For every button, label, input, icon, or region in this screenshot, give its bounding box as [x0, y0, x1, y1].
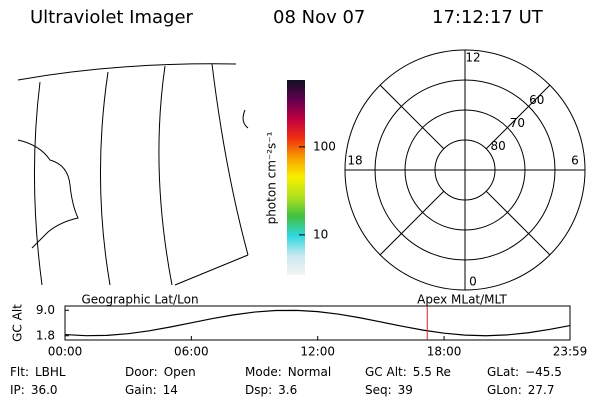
status-label: Gain:: [125, 383, 157, 397]
status-item: GLat: −45.5: [487, 365, 562, 379]
status-value: 39: [398, 383, 413, 397]
panel-label: Apex MLat/MLT: [417, 293, 507, 307]
panel-label: Geographic Lat/Lon: [81, 293, 198, 307]
coastline: [242, 109, 249, 129]
status-item: IP: 36.0: [10, 383, 58, 397]
spoke: [485, 190, 551, 256]
x-tick-label: 23:59: [553, 345, 588, 359]
lat-label: 60: [529, 93, 544, 107]
status-label: Flt:: [10, 365, 29, 379]
colorbar: [287, 80, 305, 275]
lat-label: 70: [510, 116, 525, 130]
orbit-line: [64, 309, 571, 337]
mlt-label: 0: [469, 275, 477, 289]
spoke: [379, 190, 445, 256]
status-value: LBHL: [35, 365, 66, 379]
status-label: Seq:: [365, 383, 392, 397]
status-label: GLat:: [487, 365, 519, 379]
title: Ultraviolet Imager: [30, 7, 194, 28]
mlt-label: 12: [465, 51, 480, 65]
status-value: Normal: [288, 365, 331, 379]
lon-line: [33, 81, 43, 286]
x-tick-label: 00:00: [48, 345, 83, 359]
status-value: −45.5: [525, 365, 562, 379]
lon-line: [211, 63, 249, 256]
status-item: Mode: Normal: [245, 365, 331, 379]
spoke: [379, 84, 445, 150]
status-value: 27.7: [528, 383, 555, 397]
status-item: Gain: 14: [125, 383, 178, 397]
y-axis-label: GC Alt: [11, 304, 25, 342]
status-label: GLon:: [487, 383, 522, 397]
x-tick-label: 18:00: [427, 345, 462, 359]
status-label: GC Alt:: [365, 365, 407, 379]
status-item: Seq: 39: [365, 383, 413, 397]
lat-line: [174, 254, 249, 286]
status-item: GLon: 27.7: [487, 383, 554, 397]
colorbar-tick-label: 10: [313, 227, 328, 241]
x-tick-label: 06:00: [174, 345, 209, 359]
status-item: Dsp: 3.6: [245, 383, 297, 397]
status-item: GC Alt: 5.5 Re: [365, 365, 451, 379]
status-label: Door:: [125, 365, 158, 379]
lat-line: [17, 63, 237, 81]
status-value: 5.5 Re: [413, 365, 451, 379]
status-item: Door: Open: [125, 365, 196, 379]
colorbar-tick-label: 100: [313, 139, 336, 153]
status-value: 3.6: [278, 383, 297, 397]
mlt-label: 18: [347, 154, 362, 168]
status-label: Mode:: [245, 365, 282, 379]
spoke: [485, 84, 551, 150]
x-tick-label: 12:00: [300, 345, 335, 359]
lon-line: [99, 71, 111, 286]
status-value: 36.0: [31, 383, 58, 397]
mlt-label: 6: [571, 154, 579, 168]
coastline: [17, 139, 79, 249]
status-item: Flt: LBHL: [10, 365, 66, 379]
lon-line: [158, 65, 173, 286]
geo-map: [17, 63, 249, 286]
y-tick-label: 1.8: [36, 328, 55, 342]
time: 17:12:17 UT: [432, 7, 544, 28]
lat-label: 80: [490, 139, 505, 153]
y-tick-label: 9.0: [36, 303, 55, 317]
status-label: Dsp:: [245, 383, 272, 397]
date: 08 Nov 07: [273, 7, 365, 28]
status-label: IP:: [10, 383, 25, 397]
status-value: 14: [163, 383, 178, 397]
status-value: Open: [164, 365, 196, 379]
colorbar-label: photon cm⁻²s⁻¹: [265, 131, 279, 224]
